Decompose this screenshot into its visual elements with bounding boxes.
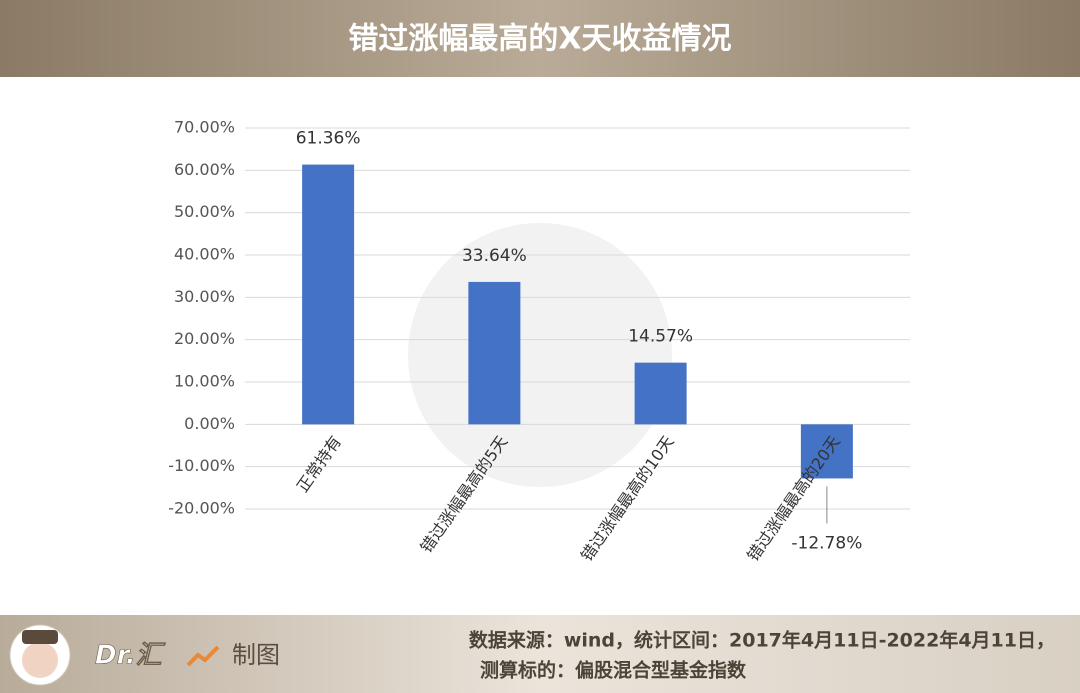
watermark [408,223,672,487]
y-tick-label: 20.00% [174,329,235,348]
bar [468,281,521,425]
y-tick-label: 30.00% [174,287,235,306]
y-tick-label: 60.00% [174,160,235,179]
data-label: 14.57% [628,327,693,347]
y-tick-label: 10.00% [174,372,235,391]
brand-arrow [186,645,220,667]
bar [634,362,687,425]
brand: Dr.汇 [95,641,166,671]
y-tick-label: 40.00% [174,245,235,264]
source-line: 数据来源：wind，统计区间：2017年4月11日-2022年4月11日， [469,629,1055,652]
y-tick-label: -10.00% [168,456,235,475]
y-tick-label: -20.00% [168,499,235,518]
footer-band [0,615,1080,693]
header-band [0,0,1080,77]
data-label: -12.78% [791,533,862,553]
y-tick-label: 0.00% [184,414,235,433]
source-line: 测算标的：偏股混合型基金指数 [480,659,747,682]
y-tick-label: 50.00% [174,202,235,221]
data-label: 61.36% [296,129,361,149]
chart-title: 错过涨幅最高的X天收益情况 [348,22,731,57]
bar [302,164,355,425]
data-label: 33.64% [462,246,527,266]
logo-face [22,642,58,678]
made-by: 制图 [232,641,280,669]
bar [800,424,853,479]
y-tick-label: 70.00% [174,118,235,137]
logo-hat [22,630,58,644]
